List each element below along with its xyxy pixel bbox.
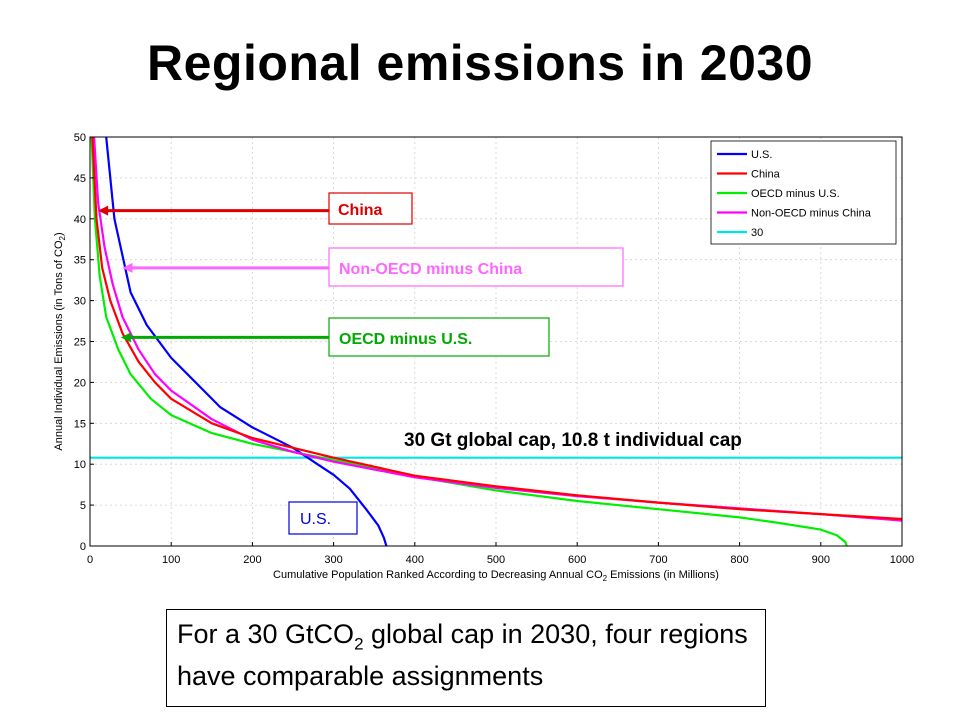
y-tick-label: 50 <box>74 132 86 144</box>
caption-box: For a 30 GtCO2 global cap in 2030, four … <box>166 609 766 707</box>
x-tick-label: 900 <box>812 554 830 566</box>
y-tick-label: 40 <box>74 214 86 226</box>
y-tick-label: 20 <box>74 377 86 389</box>
y-tick-label: 15 <box>74 418 86 430</box>
y-tick-label: 10 <box>74 459 86 471</box>
series-line <box>91 136 903 521</box>
arrowhead-china <box>98 205 109 216</box>
caption-text: For a 30 GtCO <box>177 619 355 649</box>
annotation-us: U.S. <box>288 501 358 535</box>
y-tick-label: 25 <box>74 337 86 349</box>
x-axis-label: Cumulative Population Ranked According t… <box>273 569 719 583</box>
arrowhead-non-oecd <box>122 262 133 273</box>
x-tick-label: 600 <box>568 554 586 566</box>
callout-box-china <box>328 192 413 225</box>
x-tick-label: 800 <box>730 554 748 566</box>
axis-ticks: 0 100 200 300 400 500 600 700 800 900 1000 0 5 10 15 20… <box>74 132 914 566</box>
callout-oecd: OECD minus U.S. <box>339 331 472 348</box>
callout-box-us <box>288 501 358 535</box>
x-tick-label: 100 <box>162 554 180 566</box>
cap-annotation: 30 Gt global cap, 10.8 t individual cap <box>404 430 742 451</box>
callout-non-oecd: Non-OECD minus China <box>339 261 522 278</box>
legend-label: OECD minus U.S. <box>751 188 840 200</box>
legend-label: 30 <box>751 227 763 239</box>
callout-china: China <box>338 202 383 219</box>
series-line <box>105 136 388 547</box>
y-tick-label: 45 <box>74 173 86 185</box>
annotation-non-oecd: Non-OECD minus China <box>122 247 624 287</box>
legend-label: China <box>751 169 781 181</box>
legend-label: U.S. <box>751 149 772 161</box>
y-tick-label: 0 <box>80 541 86 553</box>
y-tick-label: 5 <box>80 500 86 512</box>
x-tick-label: 300 <box>324 554 342 566</box>
caption-text-rest: global cap in 2030, four regions have co… <box>177 619 748 692</box>
x-tick-label: 200 <box>243 554 261 566</box>
legend: U.S. China OECD minus U.S. Non-OECD minus C… <box>710 140 897 245</box>
x-tick-label: 1000 <box>890 554 914 566</box>
legend-label: Non-OECD minus China <box>751 208 872 220</box>
x-tick-label: 400 <box>406 554 424 566</box>
x-tick-label: 700 <box>649 554 667 566</box>
arrowhead-oecd <box>120 332 131 343</box>
callout-us: U.S. <box>300 511 331 528</box>
annotation-oecd: OECD minus U.S. <box>120 317 550 357</box>
y-tick-label: 30 <box>74 296 86 308</box>
x-tick-label: 500 <box>487 554 505 566</box>
y-tick-label: 35 <box>74 255 86 267</box>
callout-box-non-oecd <box>328 247 624 287</box>
series-lines <box>90 136 903 547</box>
x-tick-label: 0 <box>87 554 93 566</box>
y-axis-label: Annual Individual Emissions (in Tons of … <box>53 232 67 450</box>
callout-box-oecd <box>328 317 550 357</box>
annotation-china: China <box>98 192 413 225</box>
slide-title: Regional emissions in 2030 <box>146 35 814 91</box>
caption-subscript: 2 <box>354 634 364 654</box>
